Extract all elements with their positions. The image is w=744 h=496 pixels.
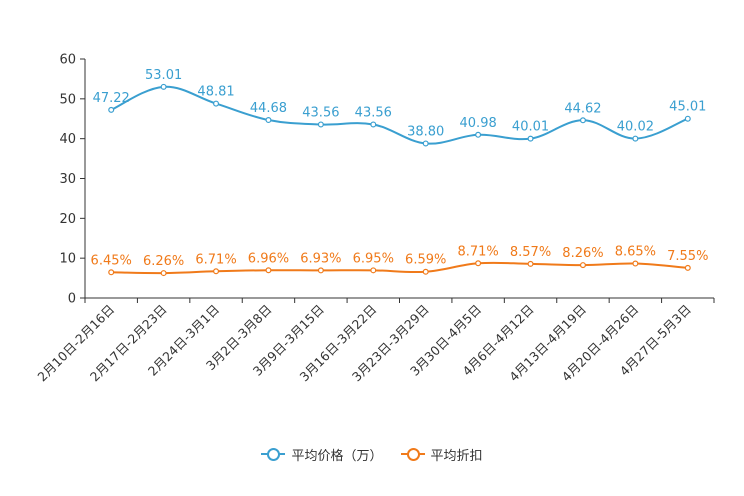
y-tick-label: 40	[59, 132, 76, 147]
series-lines	[110, 85, 689, 275]
data-label-avg-price: 40.02	[617, 120, 654, 135]
data-label-avg-price: 47.22	[93, 91, 130, 106]
data-point-avg-discount[interactable]	[265, 267, 272, 274]
series-line-avg-price	[110, 85, 689, 145]
data-label-avg-price: 44.62	[564, 101, 601, 116]
legend-item-avg-price[interactable]: 平均价格（万）	[261, 445, 383, 464]
data-point-avg-price[interactable]	[108, 106, 115, 113]
y-tick-label: 10	[59, 252, 76, 267]
data-point-avg-discount[interactable]	[632, 260, 639, 267]
data-point-avg-price[interactable]	[684, 115, 691, 122]
legend-item-avg-discount[interactable]: 平均折扣	[400, 445, 483, 464]
data-label-avg-price: 40.98	[460, 116, 497, 131]
data-label-avg-discount: 6.95%	[353, 251, 394, 266]
data-point-avg-price[interactable]	[475, 131, 482, 138]
data-label-avg-discount: 6.93%	[300, 251, 341, 266]
data-label-avg-price: 40.01	[512, 120, 549, 135]
data-point-avg-discount[interactable]	[160, 270, 167, 277]
data-point-avg-discount[interactable]	[475, 260, 482, 267]
data-point-avg-price[interactable]	[422, 140, 429, 147]
y-tick-label: 0	[68, 292, 76, 307]
data-label-avg-discount: 8.65%	[615, 245, 656, 260]
data-label-avg-discount: 8.71%	[457, 244, 498, 259]
data-point-avg-price[interactable]	[370, 121, 377, 128]
data-label-avg-price: 43.56	[302, 105, 339, 120]
data-label-avg-price: 48.81	[197, 85, 234, 100]
data-label-avg-discount: 8.57%	[510, 245, 551, 260]
series-data-labels: 47.22 53.01 48.81 44.68 43.56 43.56 38.80 40.98…	[91, 68, 709, 269]
data-point-avg-price[interactable]	[579, 117, 586, 124]
data-label-avg-discount: 8.26%	[562, 246, 603, 261]
data-label-avg-price: 45.01	[669, 100, 706, 115]
data-point-avg-price[interactable]	[213, 100, 220, 107]
data-label-avg-discount: 6.26%	[143, 254, 184, 269]
data-point-avg-discount[interactable]	[684, 264, 691, 271]
legend-label-avg-price: 平均价格（万）	[291, 448, 383, 464]
data-point-avg-discount[interactable]	[108, 269, 115, 276]
data-label-avg-price: 44.68	[250, 101, 287, 116]
legend-label-avg-discount: 平均折扣	[430, 448, 483, 464]
data-point-avg-price[interactable]	[317, 121, 324, 128]
data-label-avg-price: 53.01	[145, 68, 182, 83]
data-point-avg-discount[interactable]	[422, 268, 429, 275]
data-point-avg-discount[interactable]	[579, 262, 586, 269]
data-point-avg-price[interactable]	[160, 83, 167, 90]
data-label-avg-discount: 6.71%	[195, 252, 236, 267]
data-label-avg-discount: 6.96%	[248, 251, 289, 266]
data-label-avg-discount: 6.59%	[405, 253, 446, 268]
y-tick-label: 30	[59, 172, 76, 187]
y-axis-ticks: 0 10 20 30 40 50 60	[59, 53, 85, 307]
legend-swatch-avg-price	[261, 447, 286, 461]
y-tick-label: 50	[59, 92, 76, 107]
series-line-avg-discount	[111, 261, 688, 275]
data-label-avg-discount: 6.45%	[91, 253, 132, 268]
data-point-avg-discount[interactable]	[317, 267, 324, 274]
data-point-avg-price[interactable]	[265, 117, 272, 124]
y-tick-label: 20	[59, 212, 76, 227]
data-label-avg-discount: 7.55%	[667, 249, 708, 264]
data-point-avg-price[interactable]	[527, 135, 534, 142]
data-label-avg-price: 43.56	[355, 105, 392, 120]
data-point-avg-discount[interactable]	[370, 267, 377, 274]
y-tick-label: 60	[59, 53, 76, 68]
chart-legend: 平均价格（万） 平均折扣	[0, 442, 744, 466]
data-point-avg-discount[interactable]	[527, 260, 534, 267]
legend-swatch-avg-discount	[400, 447, 425, 461]
data-label-avg-price: 38.80	[407, 124, 444, 139]
data-point-avg-price[interactable]	[632, 135, 639, 142]
series-points	[108, 83, 691, 277]
x-axis-ticks: 2月10日-2月16日2月17日-2月23日2月24日-3月1日3月2日-3月8…	[34, 298, 715, 384]
data-point-avg-discount[interactable]	[213, 268, 220, 275]
